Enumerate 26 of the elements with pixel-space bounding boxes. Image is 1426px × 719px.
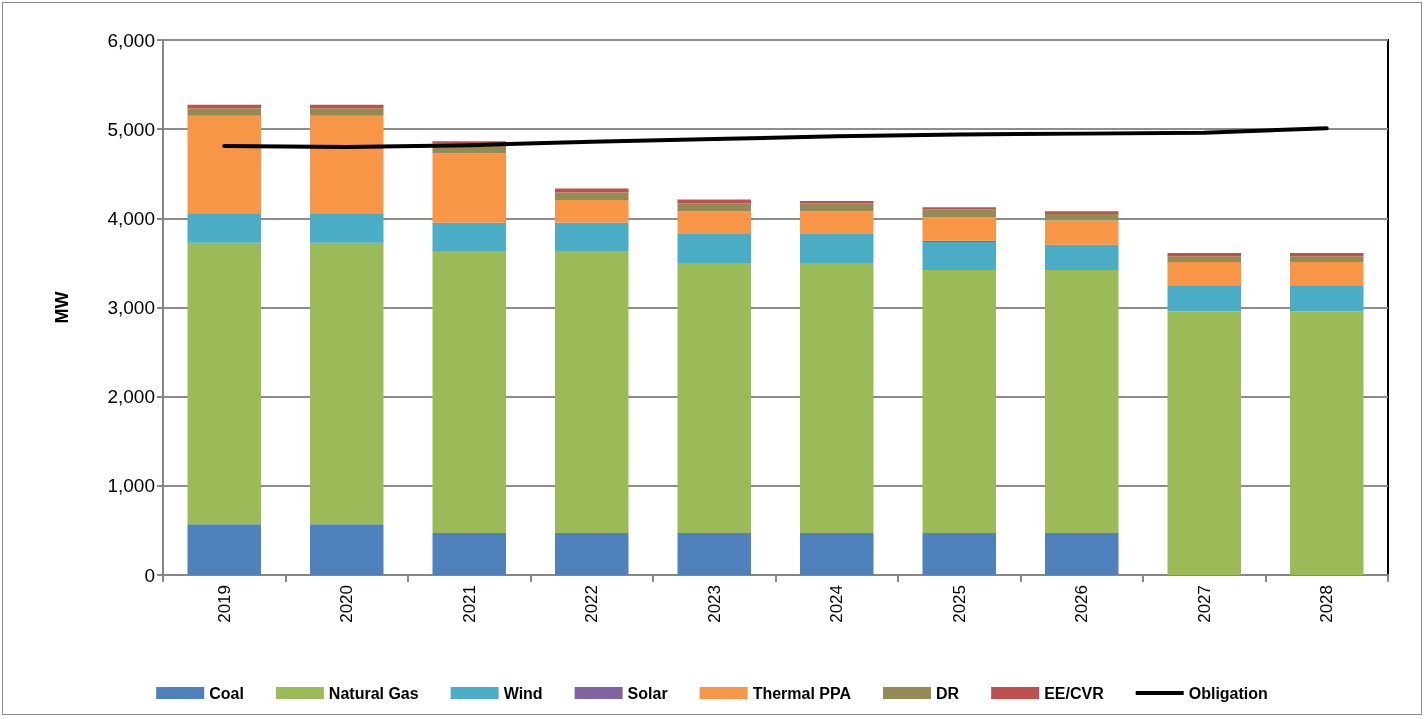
x-tick-label: 2025 — [949, 585, 969, 623]
y-tick-label: 1,000 — [107, 475, 155, 497]
x-tick-label: 2027 — [1194, 585, 1214, 623]
legend-label: Coal — [209, 684, 244, 702]
y-tick-label: 5,000 — [107, 118, 155, 140]
y-tick-label: 0 — [144, 564, 155, 586]
y-tick-label: 6,000 — [107, 29, 155, 51]
y-tick-label: 4,000 — [107, 207, 155, 229]
legend-label: Obligation — [1188, 684, 1268, 702]
y-tick-label: 3,000 — [107, 297, 155, 318]
legend-label: Solar — [627, 684, 668, 702]
x-tick-label: 2028 — [1317, 585, 1337, 623]
x-tick-label: 2023 — [704, 585, 724, 623]
legend-label: Wind — [503, 684, 543, 702]
x-tick-label: 2020 — [337, 585, 357, 623]
y-axis-title: MW — [52, 291, 72, 324]
legend-label: EE/CVR — [1044, 684, 1105, 702]
legend-label: Thermal PPA — [752, 684, 852, 702]
y-tick-label: 2,000 — [107, 386, 155, 408]
x-tick-label: 2022 — [582, 585, 602, 623]
legend-label: DR — [936, 684, 960, 702]
x-tick-label: 2021 — [459, 585, 479, 623]
x-tick-label: 2019 — [214, 585, 234, 623]
x-tick-label: 2026 — [1072, 585, 1092, 623]
legend-label: Natural Gas — [328, 684, 419, 702]
x-tick-label: 2024 — [827, 585, 847, 623]
